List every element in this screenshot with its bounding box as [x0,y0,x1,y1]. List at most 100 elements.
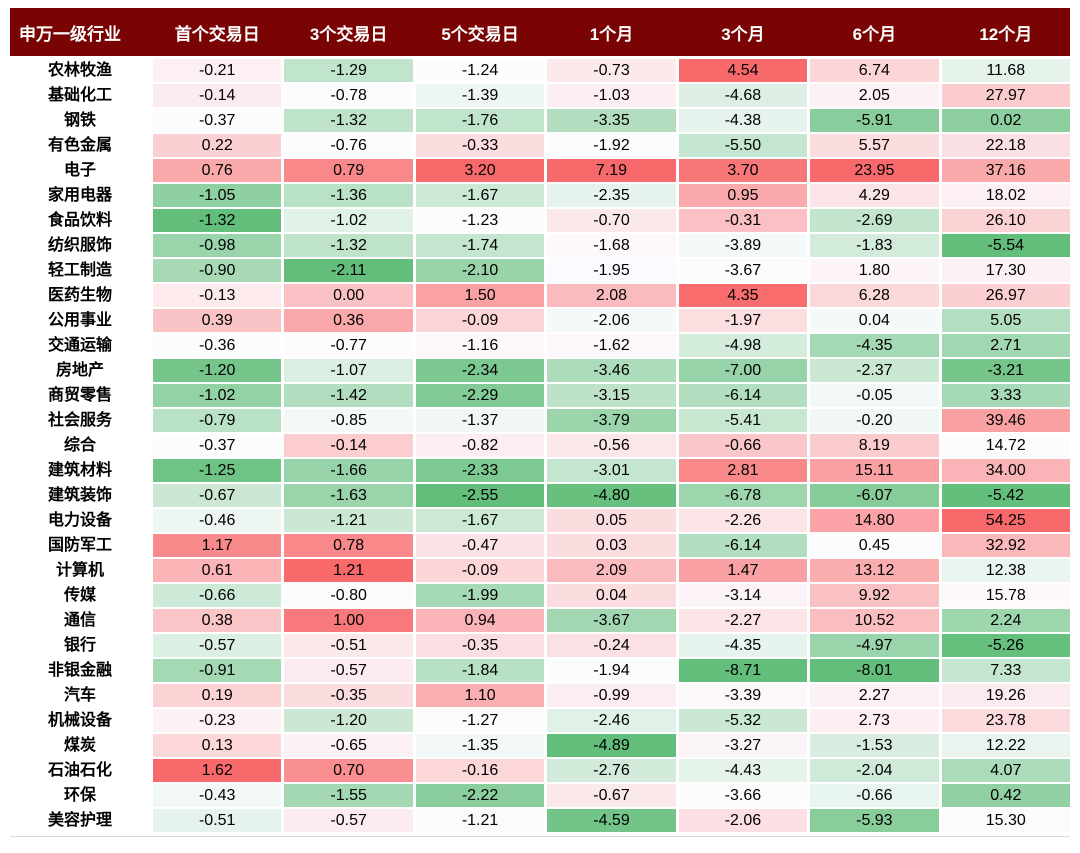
value-cell: -1.02 [284,209,413,232]
value-cell: -3.15 [547,384,676,407]
value-cell: -1.21 [415,809,545,832]
value-cell: 0.03 [547,534,676,557]
value-cell: -1.07 [284,359,413,382]
value-cell: -2.29 [415,384,545,407]
value-cell: 0.45 [810,534,939,557]
value-cell: -0.14 [153,84,282,107]
value-cell: 0.42 [941,784,1070,807]
value-cell: -1.95 [547,259,676,282]
value-cell: -3.67 [678,259,808,282]
industry-name: 有色金属 [10,134,150,157]
value-cell: -4.38 [678,109,808,132]
value-cell: -1.53 [810,734,939,757]
value-cell: -4.89 [547,734,676,757]
value-cell: -0.51 [284,634,413,657]
industry-name: 医药生物 [10,284,150,307]
value-cell: -5.32 [678,709,808,732]
value-cell: -1.32 [284,234,413,257]
value-cell: -0.16 [415,759,545,782]
value-cell: -3.79 [547,409,676,432]
value-cell: 0.39 [153,309,282,332]
value-cell: -0.66 [153,584,282,607]
value-cell: -4.80 [547,484,676,507]
value-cell: 26.10 [941,209,1070,232]
value-cell: -6.78 [678,484,808,507]
value-cell: 10.52 [810,609,939,632]
value-cell: -3.21 [941,359,1070,382]
value-cell: -5.91 [810,109,939,132]
value-cell: -0.43 [153,784,282,807]
value-cell: 0.00 [284,284,413,307]
value-cell: -1.35 [415,734,545,757]
value-cell: -4.35 [810,334,939,357]
value-cell: 4.35 [678,284,808,307]
value-cell: -0.70 [547,209,676,232]
table-header-row: 申万一级行业 首个交易日 3个交易日 5个交易日 1个月 3个月 6个月 12个月 [10,8,1070,56]
value-cell: 13.12 [810,559,939,582]
value-cell: -2.33 [415,459,545,482]
value-cell: -2.69 [810,209,939,232]
value-cell: -0.13 [153,284,282,307]
value-cell: 2.09 [547,559,676,582]
value-cell: -0.51 [153,809,282,832]
industry-name: 综合 [10,434,150,457]
value-cell: -5.42 [941,484,1070,507]
value-cell: -3.27 [678,734,808,757]
header-period-col-3: 5个交易日 [441,24,519,44]
value-cell: -1.92 [547,134,676,157]
value-cell: -0.91 [153,659,282,682]
value-cell: -1.67 [415,184,545,207]
header-period-col-7: 12个月 [979,24,1033,44]
value-cell: -0.57 [284,659,413,682]
value-cell: 0.38 [153,609,282,632]
value-cell: -0.67 [547,784,676,807]
value-cell: 1.80 [810,259,939,282]
value-cell: -0.66 [810,784,939,807]
value-cell: -0.14 [284,434,413,457]
value-cell: 8.19 [810,434,939,457]
industry-name: 公用事业 [10,309,150,332]
industry-name: 通信 [10,609,150,632]
value-cell: 2.27 [810,684,939,707]
value-cell: -0.90 [153,259,282,282]
industry-name: 基础化工 [10,84,150,107]
industry-name: 社会服务 [10,409,150,432]
value-cell: -2.06 [547,309,676,332]
value-cell: -5.93 [810,809,939,832]
value-cell: -2.37 [810,359,939,382]
value-cell: -3.35 [547,109,676,132]
value-cell: -1.27 [415,709,545,732]
value-cell: 14.80 [810,509,939,532]
value-cell: 26.97 [941,284,1070,307]
value-cell: -8.01 [810,659,939,682]
value-cell: -1.29 [284,59,413,82]
value-cell: -2.10 [415,259,545,282]
value-cell: -1.63 [284,484,413,507]
value-cell: -6.07 [810,484,939,507]
value-cell: -0.65 [284,734,413,757]
value-cell: -0.46 [153,509,282,532]
industry-performance-heatmap: 申万一级行业 首个交易日 3个交易日 5个交易日 1个月 3个月 6个月 12个月 农林牧渔… [10,8,1070,837]
value-cell: 1.10 [415,684,545,707]
value-cell: 19.26 [941,684,1070,707]
value-cell: -5.26 [941,634,1070,657]
value-cell: -2.76 [547,759,676,782]
value-cell: -6.14 [678,384,808,407]
value-cell: 3.70 [678,159,808,182]
value-cell: -0.37 [153,109,282,132]
value-cell: 6.74 [810,59,939,82]
value-cell: -3.46 [547,359,676,382]
value-cell: -1.99 [415,584,545,607]
value-cell: -4.59 [547,809,676,832]
value-cell: 2.71 [941,334,1070,357]
value-cell: -0.66 [678,434,808,457]
industry-name: 食品饮料 [10,209,150,232]
value-cell: 34.00 [941,459,1070,482]
header-period-col-5: 3个月 [721,24,765,44]
value-cell: -2.04 [810,759,939,782]
value-cell: -0.21 [153,59,282,82]
value-cell: 0.22 [153,134,282,157]
industry-name: 建筑装饰 [10,484,150,507]
value-cell: 0.70 [284,759,413,782]
value-cell: 0.19 [153,684,282,707]
